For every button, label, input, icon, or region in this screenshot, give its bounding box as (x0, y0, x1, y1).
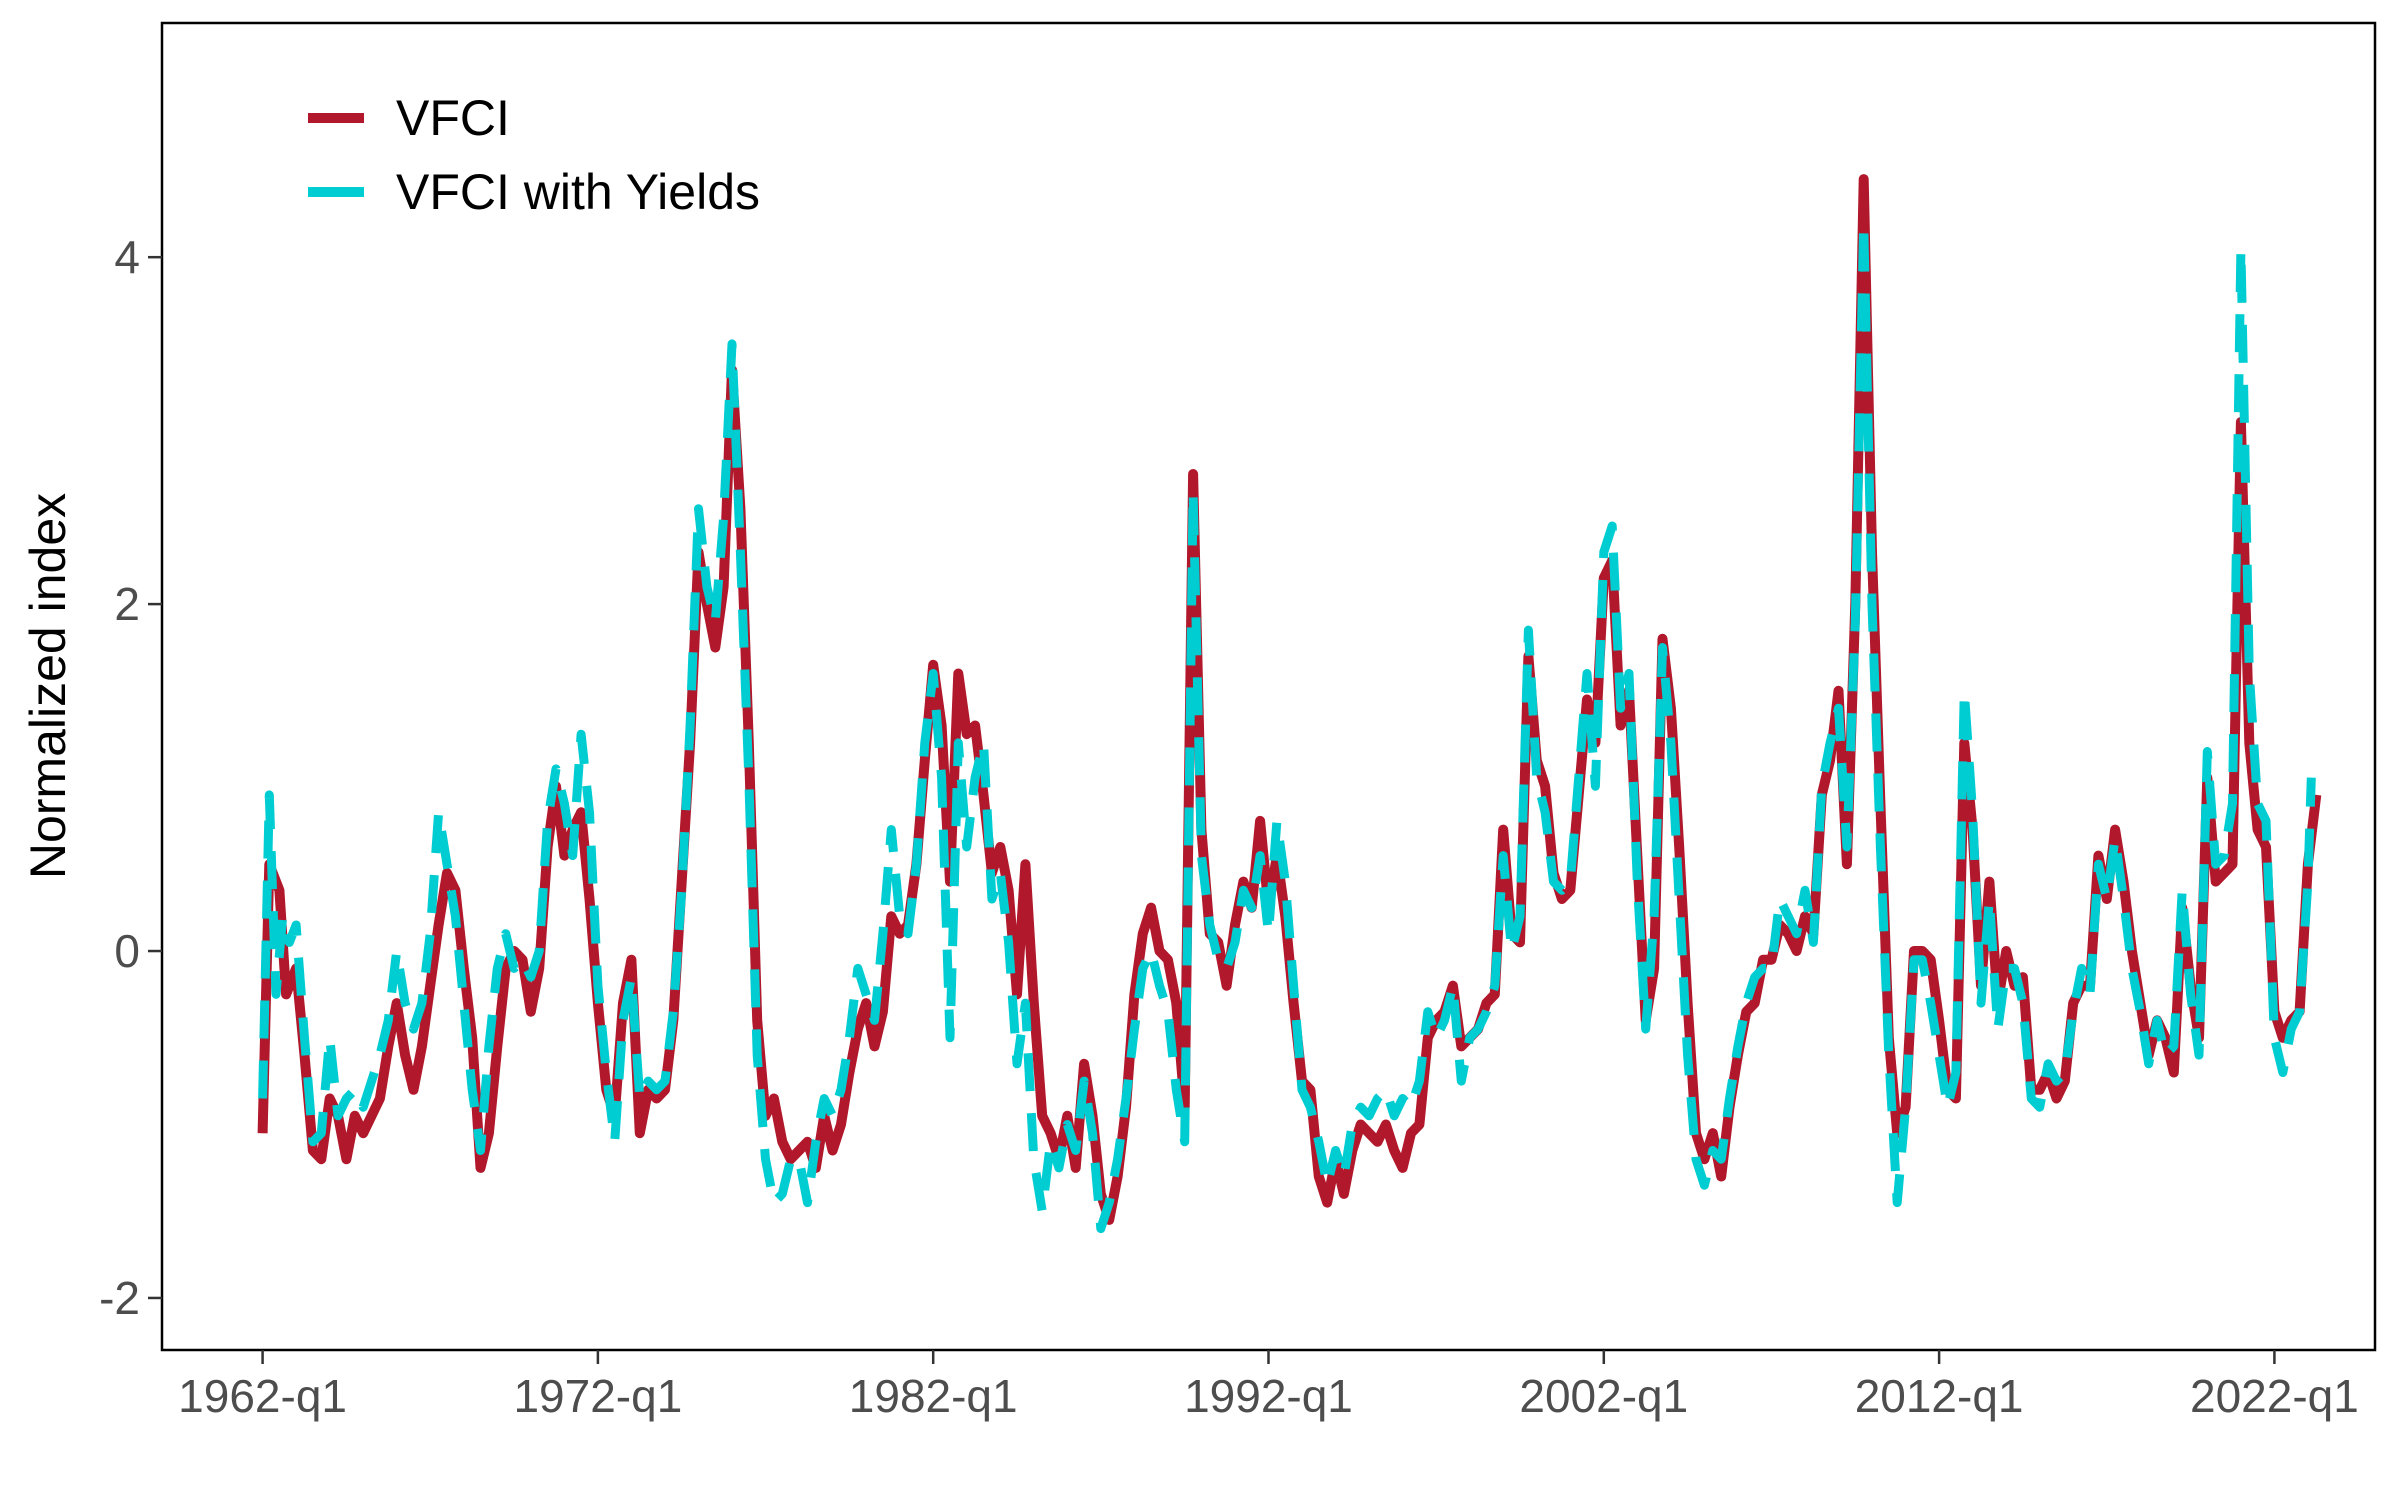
x-tick-label: 1972-q1 (513, 1370, 682, 1422)
x-tick-label: 2012-q1 (1855, 1370, 2024, 1422)
x-tick-label: 2002-q1 (1519, 1370, 1688, 1422)
legend: VFCI VFCI with Yields (308, 90, 760, 220)
x-tick-label: 1962-q1 (178, 1370, 347, 1422)
legend-label-vfci: VFCI (396, 90, 510, 146)
series-layer (257, 174, 2322, 1234)
x-tick-label: 1992-q1 (1184, 1370, 1353, 1422)
x-tick-label: 2022-q1 (2190, 1370, 2359, 1422)
y-axis: -2 0 2 4 (99, 231, 162, 1324)
y-tick-label: 0 (114, 925, 140, 977)
x-tick-label: 1982-q1 (849, 1370, 1018, 1422)
legend-label-vfci-with-yields: VFCI with Yields (396, 164, 760, 220)
x-axis: 1962-q1 1972-q1 1982-q1 1992-q1 2002-q1 2012-… (178, 1350, 2359, 1422)
y-tick-label: 4 (114, 231, 140, 283)
series-line-vfci-with-yields (258, 218, 2316, 1234)
y-tick-label: -2 (99, 1272, 140, 1324)
y-axis-title: Normalized index (20, 493, 76, 879)
plot-panel (160, 21, 2377, 1352)
y-tick-label: 2 (114, 578, 140, 630)
